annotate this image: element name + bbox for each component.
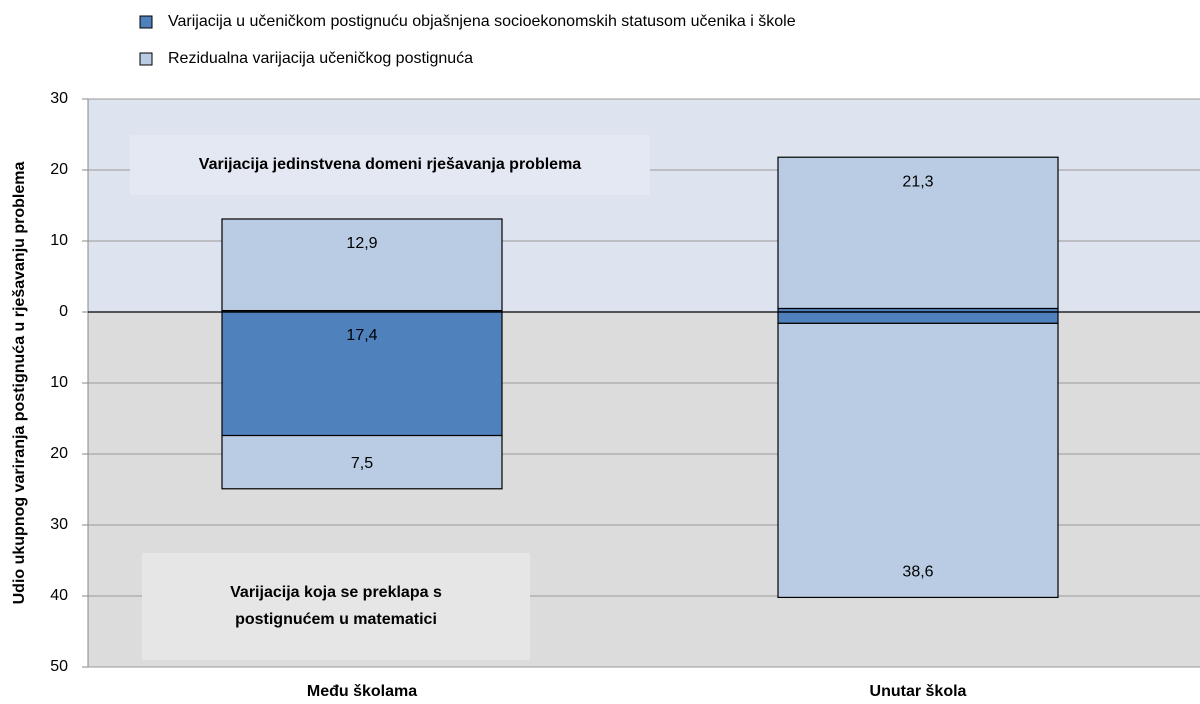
data-label: 38,6 xyxy=(902,564,933,581)
bar-segment xyxy=(221,434,503,490)
annotation: postignućem u matematici xyxy=(235,611,437,628)
bar-segment xyxy=(777,311,1059,324)
legend-swatch xyxy=(139,15,153,29)
y-tick-label: 50 xyxy=(50,658,68,675)
bar-segment xyxy=(777,156,1059,310)
bar-segment xyxy=(777,322,1059,599)
legend-label: Rezidualna varijacija učeničkog postignu… xyxy=(168,50,473,67)
y-tick-label: 20 xyxy=(50,161,68,178)
data-label: 21,3 xyxy=(902,173,933,190)
x-tick-label: Među školama xyxy=(307,683,417,700)
annotation-box xyxy=(142,553,530,660)
y-tick-label: 20 xyxy=(50,445,68,462)
annotation: Varijacija koja se preklapa s xyxy=(230,584,442,601)
bar-segment xyxy=(221,218,503,312)
y-tick-label: 0 xyxy=(59,303,68,320)
y-tick-label: 30 xyxy=(50,516,68,533)
data-label: 17,4 xyxy=(346,327,377,344)
y-tick-label: 40 xyxy=(50,587,68,604)
annotation: Varijacija jedinstvena domeni rješavanja… xyxy=(199,156,581,173)
y-axis-label: Udio ukupnog variranja postignuća u rješ… xyxy=(11,162,28,605)
bar-segment xyxy=(221,311,503,437)
legend-label: Varijacija u učeničkom postignuću objašn… xyxy=(168,13,796,30)
data-label: 7,5 xyxy=(351,455,373,472)
legend-swatch xyxy=(139,52,153,66)
y-tick-label: 10 xyxy=(50,374,68,391)
annotation-box xyxy=(130,135,650,195)
y-tick-label: 30 xyxy=(50,90,68,107)
data-label: 12,9 xyxy=(346,235,377,252)
x-tick-label: Unutar škola xyxy=(870,683,967,700)
y-tick-label: 10 xyxy=(50,232,68,249)
